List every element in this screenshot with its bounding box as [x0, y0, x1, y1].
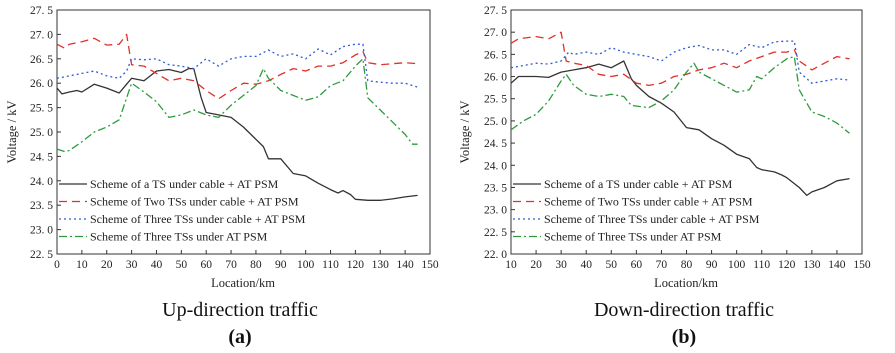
x-tick-label: 60 [200, 259, 212, 271]
y-tick-label: 26. 5 [30, 54, 53, 66]
x-tick-label: 150 [853, 259, 871, 271]
y-tick-label: 26. 5 [484, 49, 507, 61]
series-group [510, 31, 850, 197]
x-tick-label: 30 [126, 259, 138, 271]
series-line-1 [56, 33, 418, 100]
x-tick-label: 60 [631, 259, 643, 271]
series-group [56, 33, 418, 201]
series-line-3 [56, 58, 418, 153]
panel-caption: Down-direction traffic [594, 299, 774, 321]
series-line-2 [56, 43, 418, 88]
x-tick-label: 50 [176, 259, 188, 271]
x-axis-label: Location/km [211, 276, 275, 290]
x-tick-label: 10 [505, 259, 517, 271]
legend: Scheme of a TS under cable + AT PSM Schem… [59, 177, 306, 244]
y-tick-group: 22. 5 23. 0 23. 5 24. 0 24. 5 25. 0 25. 5 26. 0… [30, 5, 61, 261]
legend-label: Scheme of a TS under cable + AT PSM [544, 177, 733, 191]
x-tick-label: 100 [728, 259, 746, 271]
series-line-1 [510, 31, 850, 87]
x-tick-label: 90 [706, 259, 718, 271]
y-tick-label: 23. 5 [30, 200, 53, 212]
legend: Scheme of a TS under cable + AT PSM Schem… [513, 177, 760, 244]
x-tick-label: 110 [322, 259, 339, 271]
series-line-0 [56, 67, 418, 201]
chart-panel-down: 10 20 30 40 50 60 70 80 90 100 110 120 130 140 150 22.… [458, 5, 871, 348]
series-line-2 [510, 40, 850, 84]
chart-panel-up: 0 10 20 30 40 50 60 70 80 90 100 110 120 130 140 150 22… [5, 5, 439, 348]
x-tick-group: 0 10 20 30 40 50 60 70 80 90 100 110 120 130 140 150 [54, 250, 439, 271]
series-line-0 [510, 60, 850, 197]
legend-label: Scheme of Three TSs under AT PSM [90, 230, 268, 244]
x-tick-label: 130 [372, 259, 390, 271]
y-tick-label: 24. 5 [30, 151, 53, 163]
x-tick-label: 150 [421, 259, 439, 271]
x-tick-label: 80 [681, 259, 693, 271]
x-tick-label: 0 [54, 259, 60, 271]
legend-label: Scheme of Three TSs under cable + AT PSM [544, 212, 760, 226]
y-tick-label: 23. 5 [484, 182, 507, 194]
y-tick-label: 23. 0 [30, 225, 53, 237]
x-tick-label: 10 [76, 259, 88, 271]
y-tick-label: 26. 0 [30, 78, 53, 90]
x-tick-label: 80 [250, 259, 262, 271]
legend-label: Scheme of Two TSs under cable + AT PSM [544, 195, 753, 209]
y-axis-label: Voltage / kV [5, 101, 19, 164]
x-tick-label: 90 [275, 259, 287, 271]
y-tick-label: 24. 5 [484, 138, 507, 150]
y-tick-label: 25. 5 [484, 94, 507, 106]
legend-label: Scheme of Three TSs under AT PSM [544, 230, 722, 244]
y-tick-label: 27. 0 [30, 29, 53, 41]
x-tick-label: 70 [656, 259, 668, 271]
x-tick-label: 100 [297, 259, 315, 271]
x-tick-label: 140 [828, 259, 846, 271]
y-tick-label: 27. 5 [484, 5, 507, 17]
x-tick-label: 40 [151, 259, 163, 271]
y-tick-label: 24. 0 [484, 160, 507, 172]
x-tick-label: 20 [101, 259, 113, 271]
y-axis-label: Voltage / kV [458, 101, 472, 164]
x-tick-label: 130 [803, 259, 821, 271]
x-tick-label: 110 [753, 259, 770, 271]
x-tick-label: 40 [580, 259, 592, 271]
panel-tag: (b) [672, 326, 696, 348]
x-tick-label: 140 [397, 259, 415, 271]
series-line-3 [510, 55, 850, 134]
legend-label: Scheme of Two TSs under cable + AT PSM [90, 195, 299, 209]
y-tick-label: 24. 0 [30, 176, 53, 188]
x-tick-label: 120 [778, 259, 796, 271]
x-tick-label: 50 [606, 259, 618, 271]
y-tick-label: 23. 0 [484, 205, 507, 217]
y-tick-label: 25. 5 [30, 103, 53, 115]
y-tick-label: 27. 0 [484, 27, 507, 39]
y-tick-label: 25. 0 [30, 127, 53, 139]
x-tick-label: 120 [347, 259, 365, 271]
y-tick-label: 25. 0 [484, 116, 507, 128]
panel-tag: (a) [228, 326, 251, 348]
y-tick-label: 22. 0 [484, 249, 507, 261]
legend-label: Scheme of a TS under cable + AT PSM [90, 177, 279, 191]
x-tick-label: 70 [225, 259, 237, 271]
x-axis-label: Location/km [654, 276, 718, 290]
y-tick-label: 27. 5 [30, 5, 53, 17]
legend-label: Scheme of Three TSs under cable + AT PSM [90, 212, 306, 226]
x-tick-group: 10 20 30 40 50 60 70 80 90 100 110 120 130 140 150 [505, 250, 871, 271]
y-tick-label: 26. 0 [484, 72, 507, 84]
y-tick-group: 22. 0 22. 5 23. 0 23. 5 24. 0 24. 5 25. 0 25. 5… [484, 5, 515, 261]
y-tick-label: 22. 5 [30, 249, 53, 261]
x-tick-label: 30 [555, 259, 567, 271]
panel-caption: Up-direction traffic [162, 299, 318, 321]
x-tick-label: 20 [530, 259, 542, 271]
y-tick-label: 22. 5 [484, 227, 507, 239]
